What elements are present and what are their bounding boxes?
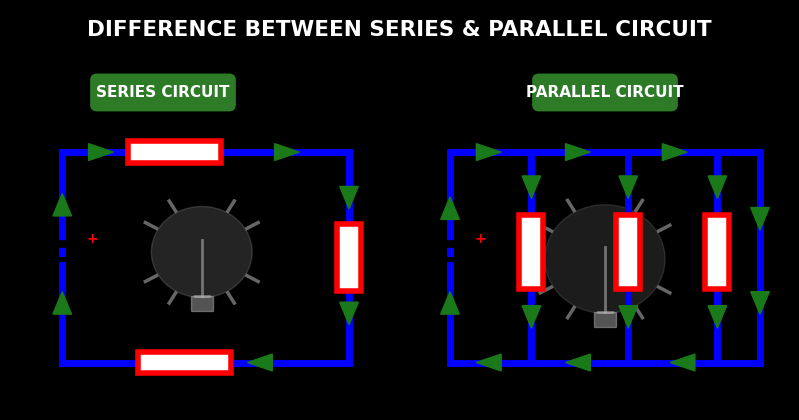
Polygon shape (522, 306, 541, 328)
Polygon shape (708, 176, 726, 198)
Polygon shape (751, 207, 769, 230)
Polygon shape (275, 144, 300, 160)
Polygon shape (53, 291, 72, 314)
Bar (706, 215, 729, 289)
Bar (594, 312, 616, 327)
Polygon shape (248, 354, 272, 371)
Text: +: + (86, 232, 98, 246)
Bar (128, 141, 221, 163)
FancyBboxPatch shape (532, 74, 678, 111)
Polygon shape (89, 144, 113, 160)
Polygon shape (566, 144, 590, 160)
Text: DIFFERENCE BETWEEN SERIES & PARALLEL CIRCUIT: DIFFERENCE BETWEEN SERIES & PARALLEL CIR… (87, 21, 712, 40)
Polygon shape (619, 176, 638, 198)
Polygon shape (751, 291, 769, 314)
Polygon shape (522, 176, 541, 198)
FancyBboxPatch shape (90, 74, 236, 111)
Bar (519, 215, 543, 289)
Polygon shape (441, 291, 459, 314)
Polygon shape (476, 354, 501, 371)
Bar (337, 224, 361, 291)
Polygon shape (670, 354, 695, 371)
Polygon shape (476, 144, 501, 160)
Polygon shape (708, 306, 726, 328)
Bar (616, 215, 640, 289)
Polygon shape (340, 186, 358, 209)
Circle shape (545, 205, 665, 313)
Polygon shape (619, 306, 638, 328)
Text: -: - (474, 247, 479, 262)
Polygon shape (340, 302, 358, 325)
Text: +: + (474, 232, 486, 246)
Text: SERIES CIRCUIT: SERIES CIRCUIT (96, 85, 230, 100)
Polygon shape (566, 354, 590, 371)
Polygon shape (53, 194, 72, 216)
Text: -: - (86, 247, 92, 262)
Circle shape (151, 207, 252, 298)
Polygon shape (441, 197, 459, 219)
Bar (137, 352, 231, 373)
Polygon shape (662, 144, 687, 160)
Bar (191, 296, 213, 311)
Text: PARALLEL CIRCUIT: PARALLEL CIRCUIT (527, 85, 684, 100)
